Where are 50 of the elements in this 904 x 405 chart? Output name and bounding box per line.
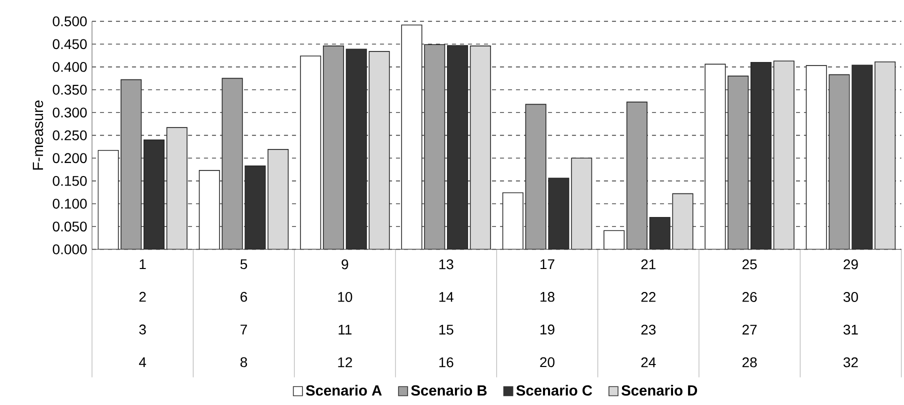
bar [571, 158, 592, 250]
bar [672, 193, 694, 250]
bar [852, 64, 873, 250]
bar [649, 216, 670, 250]
bar [166, 127, 188, 250]
category-label: 9 10 11 12 [338, 259, 352, 367]
legend-label: Scenario D [622, 384, 698, 396]
bar [773, 60, 794, 250]
bar [626, 101, 648, 250]
bar [368, 50, 390, 250]
category-label: 25 26 27 28 [742, 259, 757, 368]
y-tick-label: 0.350 [52, 84, 87, 95]
bar [268, 148, 289, 250]
bar [300, 55, 322, 250]
y-tick-label: 0.400 [52, 62, 87, 72]
bar [828, 74, 850, 250]
category-label: 5 6 7 8 [240, 259, 248, 367]
bar [750, 62, 772, 250]
y-tick-label: 0.000 [52, 244, 87, 254]
bar [728, 75, 749, 250]
bar [322, 45, 344, 250]
legend-label: Scenario C [516, 384, 592, 396]
bar [874, 61, 896, 250]
bar [806, 65, 827, 250]
bar [548, 178, 570, 250]
bar [144, 139, 165, 250]
legend-label: Scenario B [411, 384, 487, 396]
y-tick-label: 0.250 [52, 130, 87, 140]
y-tick-label: 0.500 [52, 16, 87, 26]
y-tick-label: 0.450 [52, 39, 87, 49]
bar [502, 192, 524, 250]
category-label: 29 30 31 32 [843, 259, 858, 368]
y-tick-label: 0.050 [52, 221, 87, 232]
bar [470, 45, 491, 250]
bar [346, 48, 367, 250]
bar [447, 44, 468, 250]
y-tick-label: 0.100 [52, 198, 87, 209]
bar [198, 170, 220, 250]
legend-label: Scenario A [306, 384, 382, 396]
y-axis-title: F-measure [32, 100, 44, 170]
bar [244, 165, 266, 250]
category-label: 17 18 19 20 [540, 259, 554, 367]
y-tick-label: 0.150 [52, 176, 87, 186]
category-label: 1 2 3 4 [139, 259, 146, 367]
bar [704, 64, 726, 250]
bar [604, 230, 625, 250]
y-tick-label: 0.200 [52, 153, 87, 163]
category-label: 13 14 15 16 [439, 259, 454, 368]
category-label: 21 22 23 24 [641, 259, 656, 367]
y-tick-label: 0.300 [52, 107, 87, 118]
